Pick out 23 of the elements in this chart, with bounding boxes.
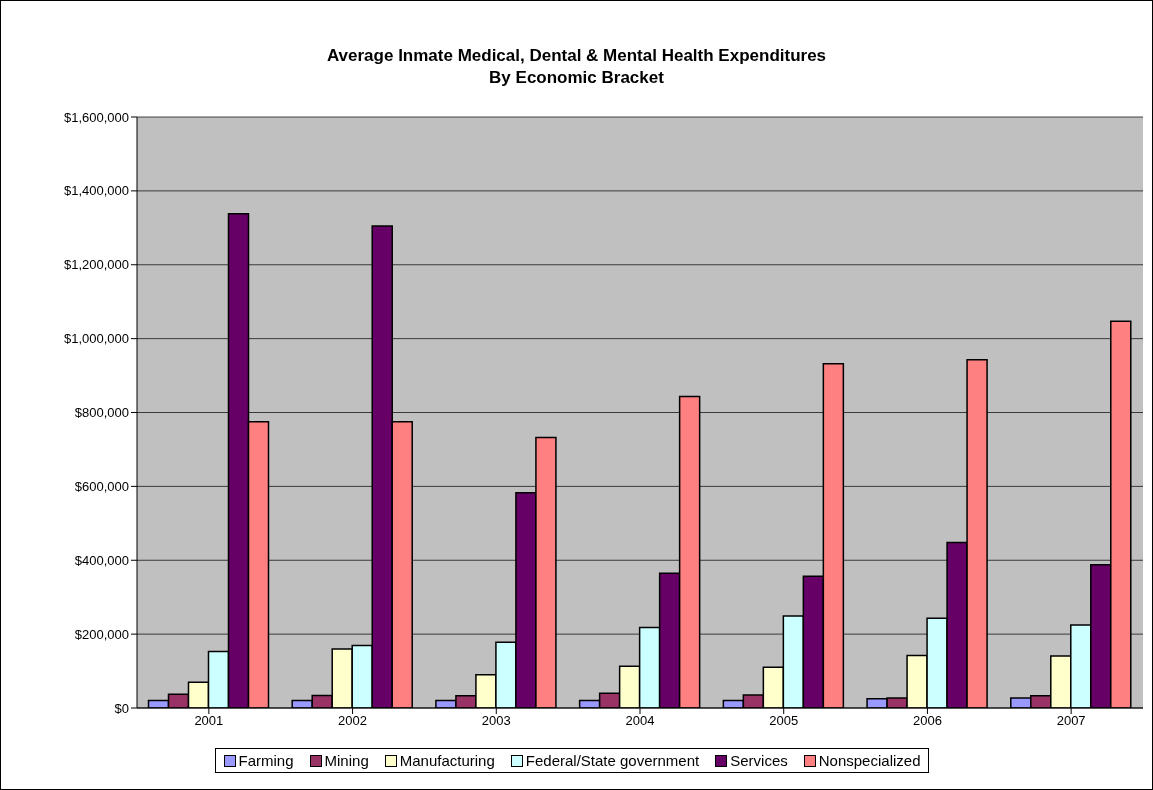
x-tick-label: 2002	[338, 713, 368, 729]
y-tick-label: $1,200,000	[63, 257, 129, 273]
x-tick-label: 2003	[481, 713, 511, 729]
x-tick-label: 2001	[194, 713, 224, 729]
chart-title: Average Inmate Medical, Dental & Mental Health Expenditures By Economic Bracket	[325, 45, 828, 89]
x-tick-label: 2007	[1056, 713, 1086, 729]
y-tick-label: $1,400,000	[63, 183, 129, 199]
legend-label: Services	[729, 752, 788, 769]
y-tick-label: $400,000	[74, 552, 129, 568]
y-tick-label: $0	[114, 700, 129, 716]
legend-label: Mining	[323, 752, 369, 769]
legend-label: Nonspecialized	[817, 752, 921, 769]
y-tick-label: $600,000	[74, 478, 129, 494]
y-tick-label: $800,000	[74, 405, 129, 421]
x-tick-label: 2004	[625, 713, 655, 729]
legend-label: Manufacturing	[398, 752, 495, 769]
x-tick-label: 2005	[769, 713, 799, 729]
y-tick-label: $1,600,000	[63, 109, 129, 125]
x-tick-label: 2006	[912, 713, 942, 729]
y-tick-label: $200,000	[74, 626, 129, 642]
legend-label: Federal/State government	[524, 752, 700, 769]
y-tick-label: $1,000,000	[63, 331, 129, 347]
legend-label: Farming	[237, 752, 294, 769]
